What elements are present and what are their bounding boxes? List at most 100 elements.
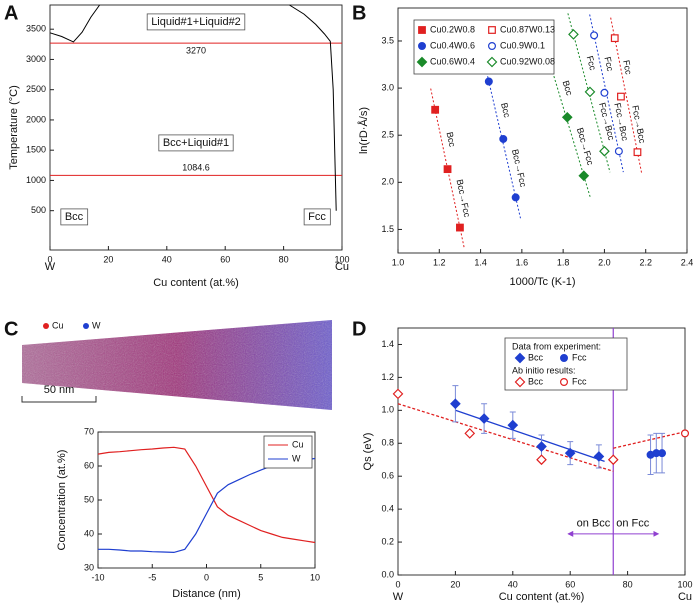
data-point <box>464 428 476 439</box>
data-point <box>617 92 625 101</box>
y-tick-label: 2000 <box>26 114 46 124</box>
annotation: Bcc→Fcc <box>575 126 596 166</box>
legend-label: W <box>292 453 301 463</box>
data-point <box>568 29 579 40</box>
y-tick-label: 500 <box>31 205 46 215</box>
annotation: Fcc <box>602 56 615 73</box>
panel-letter: C <box>4 318 18 340</box>
region-label: Liquid#1+Liquid#2 <box>151 16 241 28</box>
y-tick-label: 1500 <box>26 145 46 155</box>
y-axis-label: Temperature (°C) <box>8 85 20 169</box>
data-point <box>599 145 610 157</box>
x-end-label: Cu <box>335 261 349 273</box>
atom-texture <box>22 320 332 410</box>
y-tick-label: 30 <box>84 562 94 572</box>
data-line <box>289 4 337 211</box>
data-point <box>443 165 452 174</box>
annotation: Fcc→Bcc <box>630 104 647 144</box>
data-point <box>456 223 464 232</box>
x-tick-label: 40 <box>508 579 518 589</box>
x-tick-label: 60 <box>565 579 575 589</box>
x-tick-label: 5 <box>258 572 263 582</box>
y-tick-label: 3.0 <box>381 82 394 92</box>
x-tick-label: 20 <box>450 579 460 589</box>
x-axis-label: Distance (nm) <box>172 588 240 600</box>
y-tick-label: 0.2 <box>381 536 394 546</box>
y-tick-label: 70 <box>84 426 94 436</box>
y-axis-label: ln(rD·Å/s) <box>357 107 370 154</box>
legend-label: Cu <box>52 320 64 330</box>
legend-marker <box>418 41 427 50</box>
region-label: Bcc+Liquid#1 <box>163 137 229 149</box>
x-tick-label: 100 <box>334 254 349 264</box>
data-point <box>584 86 596 98</box>
legend-label: Fcc <box>572 376 587 386</box>
label-box <box>303 208 331 226</box>
legend-marker <box>416 56 428 68</box>
y-tick-label: 0.6 <box>381 471 394 481</box>
legend-label: Cu0.2W0.8 <box>430 24 475 34</box>
legend-label: W <box>92 320 101 330</box>
legend-label: Bcc <box>528 352 544 362</box>
y-tick-label: 50 <box>84 494 94 504</box>
annotation: on Fcc <box>616 518 650 530</box>
legend-marker <box>488 26 496 34</box>
annotation: Bcc <box>445 131 458 148</box>
x-tick-label: 1.4 <box>474 257 487 267</box>
legend-marker <box>418 26 426 34</box>
data-point <box>561 111 573 123</box>
x-tick-label: 80 <box>623 579 633 589</box>
y-tick-label: 3000 <box>26 54 46 64</box>
data-point <box>392 388 404 400</box>
data-line <box>97 446 316 544</box>
label-box <box>146 13 246 31</box>
fit-line <box>397 403 614 472</box>
legend-header: Ab initio results: <box>512 365 576 375</box>
region-label: Fcc <box>308 211 326 223</box>
y-tick-label: 1000 <box>26 175 46 185</box>
legend-label: Cu <box>292 439 304 449</box>
annotation: Bcc→Fcc <box>454 178 472 218</box>
fit-line <box>567 13 611 173</box>
plot-frame <box>397 327 686 576</box>
y-tick-label: 1.2 <box>381 372 394 382</box>
legend-marker <box>486 56 498 68</box>
x-tick-label: 0 <box>47 254 52 264</box>
annotation: Bcc <box>499 102 512 119</box>
data-point <box>658 449 667 458</box>
legend-label: Cu0.6W0.4 <box>430 56 475 66</box>
y-tick-label: 1.4 <box>381 339 394 349</box>
data-point <box>610 34 619 43</box>
x-axis-label: Cu content (at.%) <box>153 277 239 289</box>
legend-label: Bcc <box>528 376 544 386</box>
panel-letter: D <box>352 318 366 340</box>
scale-bar <box>21 396 97 403</box>
y-tick-label: 2.5 <box>381 130 394 140</box>
legend-marker <box>514 376 526 388</box>
x-tick-label: 1.0 <box>392 257 405 267</box>
x-tick-label: 20 <box>103 254 113 264</box>
panel-letter: B <box>352 2 366 24</box>
legend-label: Fcc <box>572 352 587 362</box>
x-end-label: W <box>393 591 404 603</box>
label-box <box>60 208 89 226</box>
scale-label: 50 nm <box>44 384 75 396</box>
data-point <box>499 134 508 143</box>
y-tick-label: 0.0 <box>381 569 394 579</box>
y-tick-label: 3.5 <box>381 35 394 45</box>
x-tick-label: 1.8 <box>557 257 570 267</box>
panel-letter: A <box>4 2 18 24</box>
fit-line <box>455 409 605 463</box>
x-end-label: Cu <box>678 591 692 603</box>
x-axis-label: Cu content (at.%) <box>499 591 585 603</box>
data-point <box>536 441 547 452</box>
data-point <box>478 413 490 424</box>
region-label: Bcc <box>65 211 84 223</box>
x-tick-label: 60 <box>220 254 230 264</box>
x-tick-label: 40 <box>162 254 172 264</box>
legend-dot <box>83 323 89 329</box>
x-tick-label: 80 <box>279 254 289 264</box>
x-tick-label: 10 <box>310 572 320 582</box>
